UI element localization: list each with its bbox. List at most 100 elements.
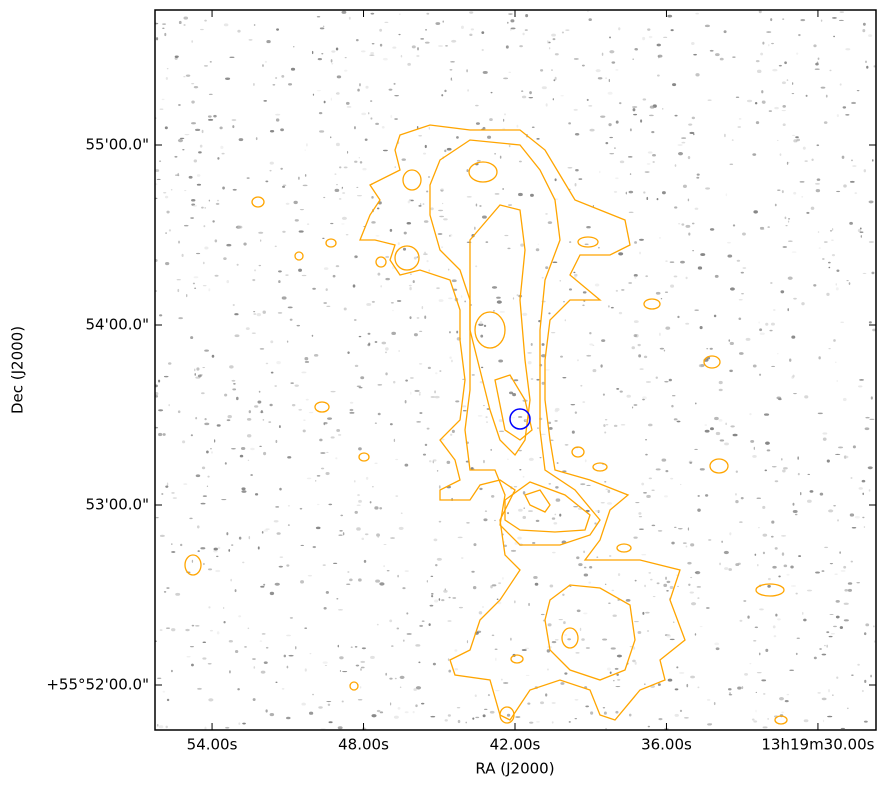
noise-speck (470, 304, 473, 306)
noise-speck (857, 663, 860, 666)
noise-speck (771, 365, 776, 368)
noise-speck (535, 248, 540, 252)
noise-speck (412, 711, 415, 714)
noise-speck (655, 468, 661, 471)
noise-speck (746, 99, 753, 103)
noise-speck (823, 121, 828, 124)
noise-speck (272, 84, 276, 86)
noise-speck (336, 91, 340, 95)
noise-speck (204, 422, 210, 426)
noise-speck (754, 101, 758, 105)
noise-speck (444, 719, 448, 722)
noise-speck (609, 152, 615, 155)
noise-speck (640, 119, 643, 123)
noise-speck (728, 339, 731, 342)
noise-speck (782, 123, 786, 127)
noise-speck (561, 31, 565, 34)
noise-speck (281, 75, 285, 78)
noise-speck (789, 358, 792, 362)
noise-speck (814, 68, 820, 70)
contour (592, 462, 608, 472)
noise-speck (216, 199, 220, 202)
noise-speck (693, 133, 695, 136)
noise-speck (472, 717, 475, 720)
noise-speck (739, 619, 743, 622)
noise-speck (375, 122, 379, 125)
noise-speck (584, 459, 587, 463)
noise-speck (503, 118, 505, 122)
noise-speck (670, 284, 675, 288)
noise-speck (643, 492, 647, 494)
noise-speck (228, 549, 231, 552)
noise-speck (620, 423, 626, 426)
noise-speck (346, 150, 349, 154)
noise-speck (753, 640, 757, 642)
noise-speck (479, 205, 482, 207)
noise-speck (203, 65, 208, 67)
noise-speck (522, 312, 528, 316)
noise-speck (586, 484, 591, 486)
noise-speck (255, 137, 258, 141)
noise-speck (411, 45, 416, 49)
noise-speck (330, 136, 332, 139)
noise-speck (385, 372, 388, 376)
noise-speck (379, 582, 385, 586)
noise-speck (629, 128, 632, 132)
noise-speck (407, 62, 411, 66)
noise-speck (605, 77, 608, 79)
noise-speck (193, 85, 199, 89)
noise-speck (298, 408, 303, 411)
noise-speck (354, 160, 358, 163)
noise-speck (608, 78, 611, 83)
noise-speck (707, 723, 712, 726)
noise-speck (389, 702, 392, 706)
noise-speck (756, 671, 762, 674)
contour (359, 124, 686, 721)
noise-speck (157, 677, 162, 680)
noise-speck (648, 572, 652, 574)
noise-speck (757, 563, 759, 567)
noise-speck (583, 612, 588, 615)
noise-speck (602, 393, 605, 396)
noise-speck (392, 309, 394, 312)
noise-speck (487, 694, 490, 697)
noise-speck (777, 618, 781, 621)
noise-speck (594, 522, 597, 525)
noise-speck (610, 647, 616, 650)
noise-speck (545, 103, 548, 107)
noise-speck (537, 243, 539, 245)
noise-speck (834, 573, 838, 575)
noise-speck (822, 432, 828, 435)
noise-speck (836, 676, 839, 679)
noise-speck (231, 118, 237, 122)
noise-speck (595, 510, 601, 512)
noise-speck (695, 12, 699, 15)
noise-speck (242, 722, 246, 725)
noise-speck (705, 187, 711, 190)
noise-speck (718, 419, 723, 422)
noise-speck (849, 513, 855, 517)
noise-speck (269, 713, 275, 717)
noise-speck (635, 502, 640, 504)
noise-speck (618, 252, 624, 256)
noise-speck (410, 199, 414, 202)
noise-speck (201, 392, 205, 395)
noise-speck (797, 472, 800, 476)
noise-speck (784, 216, 787, 220)
noise-speck (604, 431, 607, 434)
noise-speck (516, 124, 519, 128)
noise-speck (560, 355, 563, 358)
noise-speck (689, 131, 695, 134)
noise-speck (223, 23, 229, 27)
noise-speck (191, 624, 195, 627)
noise-speck (678, 152, 684, 156)
noise-speck (296, 324, 300, 327)
noise-speck (518, 192, 523, 197)
noise-speck (831, 694, 834, 696)
noise-speck (361, 537, 365, 541)
noise-speck (664, 495, 668, 498)
noise-speck (243, 242, 247, 246)
noise-speck (276, 28, 280, 31)
noise-speck (765, 441, 770, 445)
noise-speck (158, 379, 161, 383)
